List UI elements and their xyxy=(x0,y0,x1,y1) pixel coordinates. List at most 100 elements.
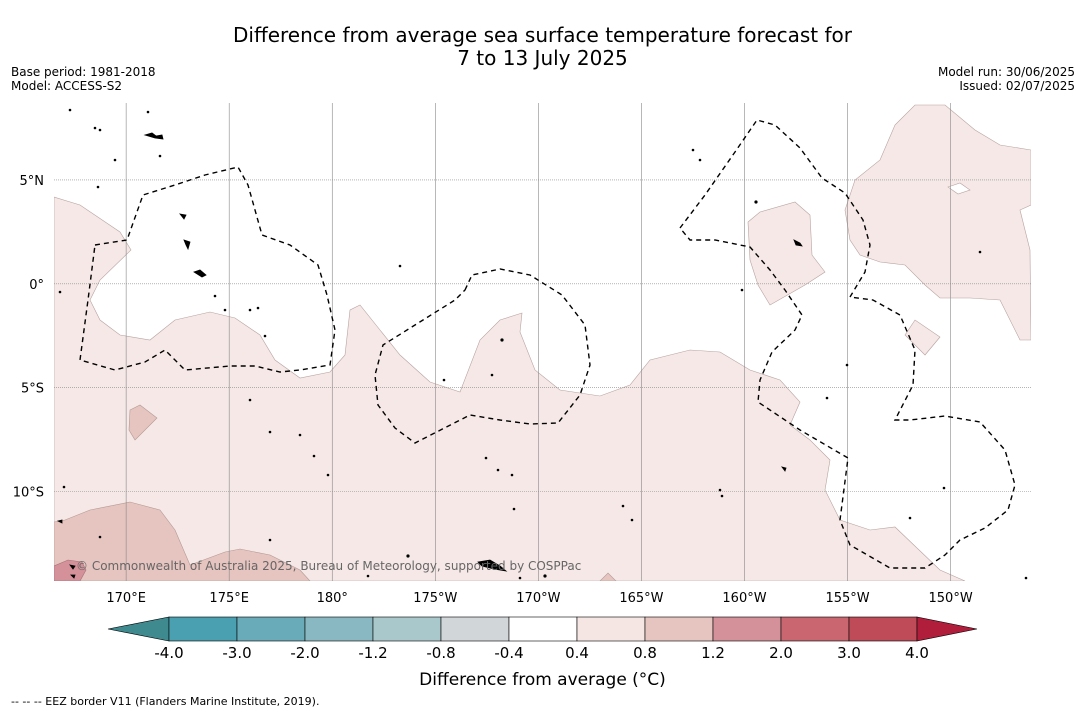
eez-border-tuvalu-kiribati-west xyxy=(79,166,336,373)
island-dot xyxy=(158,154,162,158)
eez-footnote: -- -- -- EEZ border V11 (Flanders Marine… xyxy=(11,695,320,708)
anomaly-region-160w xyxy=(747,201,826,306)
map-area: © Commonwealth of Australia 2025, Bureau… xyxy=(54,103,1031,581)
island-dot xyxy=(908,516,912,520)
anomaly-region-153w xyxy=(904,319,941,356)
island-dot xyxy=(543,574,547,578)
island-dot xyxy=(96,185,100,189)
island-dot xyxy=(98,535,102,539)
island-cluster xyxy=(477,559,508,572)
anomaly-region-0.8-1.2-west xyxy=(54,501,311,581)
island-cluster xyxy=(70,574,76,579)
latitude-label: 5°S xyxy=(21,382,44,397)
base-period-text: Base period: 1981-2018 xyxy=(11,65,156,79)
island-cluster xyxy=(183,239,191,251)
colorbar-tick-label: -0.4 xyxy=(494,644,524,662)
island-dot xyxy=(978,250,982,254)
eez-border-line-islands xyxy=(679,119,1016,569)
island-dot xyxy=(248,308,252,312)
island-cluster xyxy=(781,466,787,472)
island-dot xyxy=(406,554,410,558)
colorbar-bin xyxy=(236,616,306,642)
island-cluster xyxy=(143,132,164,140)
island-dot xyxy=(248,398,252,402)
island-dot xyxy=(740,288,744,292)
island-dot xyxy=(312,454,316,458)
colorbar-tick-label: 0.8 xyxy=(633,644,657,662)
colorbar-tick-label: -4.0 xyxy=(154,644,184,662)
meta-left: Base period: 1981-2018 Model: ACCESS-S2 xyxy=(11,65,156,93)
eez-border-tokelau xyxy=(374,268,591,444)
island-dot xyxy=(942,486,946,490)
longitude-label: 155°W xyxy=(825,591,869,606)
colorbar-bin xyxy=(440,616,510,642)
island-dot xyxy=(62,485,66,489)
island-dot xyxy=(58,290,62,294)
island-dot xyxy=(630,518,634,522)
colorbar-tick-label: -2.0 xyxy=(290,644,320,662)
island-dot xyxy=(263,334,267,338)
longitude-label: 180° xyxy=(317,591,348,606)
latitude-label: 10°S xyxy=(13,486,44,501)
anomaly-region-0.8-1.2-south xyxy=(599,572,617,581)
colorbar-tick-label: 4.0 xyxy=(905,644,929,662)
graticule xyxy=(54,103,1031,581)
longitude-label: 170°E xyxy=(106,591,146,606)
island-dot xyxy=(326,473,330,477)
colorbar-bin xyxy=(780,616,850,642)
colorbar-bin xyxy=(508,616,578,642)
colorbar-tick-label: -3.0 xyxy=(222,644,252,662)
island-dot xyxy=(146,110,150,114)
longitude-label: 170°W xyxy=(516,591,560,606)
island-dot xyxy=(754,200,758,204)
island-dot xyxy=(484,456,488,460)
colorbar-bin xyxy=(576,616,646,642)
island-cluster xyxy=(193,269,207,278)
issued-text: Issued: 02/07/2025 xyxy=(959,79,1075,93)
island-dot xyxy=(518,576,522,580)
chart-title-line-1: Difference from average sea surface temp… xyxy=(232,23,852,47)
island-dot xyxy=(698,158,702,162)
island-dot xyxy=(496,468,500,472)
colorbar-bin xyxy=(168,616,238,642)
latitude-label: 0° xyxy=(29,278,44,293)
anomaly-region-ne xyxy=(844,104,1031,341)
chart-title-line-2: 7 to 13 July 2025 xyxy=(457,46,628,70)
eez-borders xyxy=(79,119,1016,569)
longitude-labels: 170°E 175°E 180° 175°W 170°W 165°W 160°W 155°W 1… xyxy=(106,591,972,606)
island-dot xyxy=(490,373,494,377)
colorbar xyxy=(107,616,978,642)
colorbar-tick-label: 2.0 xyxy=(769,644,793,662)
island-dot xyxy=(500,338,504,342)
colorbar-bin xyxy=(712,616,782,642)
longitude-label: 160°W xyxy=(722,591,766,606)
island-dot xyxy=(720,494,724,498)
island-dot xyxy=(718,488,722,492)
anomaly-region-0.4-0.8 xyxy=(54,196,966,581)
colorbar-bin xyxy=(848,616,918,642)
island-dot xyxy=(366,574,370,578)
island-dot xyxy=(398,264,402,268)
island-dot xyxy=(256,306,260,310)
island-dot xyxy=(442,378,446,382)
island-cluster xyxy=(56,519,63,524)
colorbar-extend-low xyxy=(107,616,170,642)
island-dot xyxy=(1024,576,1028,580)
anomaly-region-ne-island-hole xyxy=(947,182,971,195)
island-cluster xyxy=(793,239,803,247)
island-dot xyxy=(825,396,829,400)
island-dot xyxy=(691,148,695,152)
longitude-label: 150°W xyxy=(929,591,973,606)
anomaly-region-1.2-2.0 xyxy=(54,559,87,581)
latitude-labels: 5°N 0° 5°S 10°S xyxy=(13,174,44,501)
latitude-label: 5°N xyxy=(20,174,45,189)
island-cluster xyxy=(69,564,76,570)
colorbar-tick-label: -0.8 xyxy=(426,644,456,662)
island-cluster xyxy=(179,213,187,220)
island-dot xyxy=(68,108,72,112)
island-dot xyxy=(268,538,272,542)
islands xyxy=(56,108,1028,580)
colorbar-tick-label: -1.2 xyxy=(358,644,388,662)
island-dot xyxy=(512,507,516,511)
